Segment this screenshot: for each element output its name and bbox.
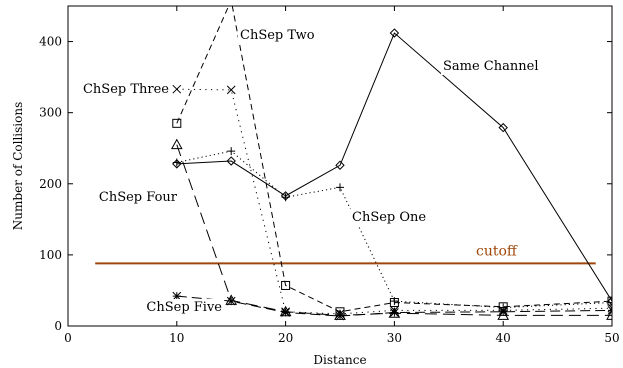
data-point-chsep-four (170, 138, 183, 150)
series-line-same-channel (176, 32, 612, 302)
y-tick-label: 300 (39, 106, 62, 120)
data-point-chsep-one (281, 193, 290, 202)
data-point-chsep-three (226, 85, 236, 95)
series-label-chsep-one: ChSep One (352, 210, 426, 225)
data-point-chsep-five (226, 296, 236, 306)
data-point-chsep-three (172, 84, 182, 94)
labels-layer: Same Channel ChSep One ChSep Two ChSep Thre… (80, 27, 541, 316)
series-label-chsep-five: ChSep Five (146, 300, 222, 315)
series-label-bg-same-channel (441, 58, 541, 75)
data-point-chsep-one (227, 147, 236, 156)
series-chsep-four (170, 138, 612, 320)
y-tick-label: 400 (39, 35, 62, 49)
series-line-chsep-three (176, 88, 612, 315)
series-layer (170, 0, 612, 321)
y-tick-label: 100 (39, 248, 62, 262)
data-point-same-channel (607, 296, 612, 306)
data-point-chsep-two (227, 0, 235, 4)
data-point-chsep-five (498, 307, 508, 317)
data-point-chsep-five (390, 308, 399, 317)
series-chsep-one (172, 147, 612, 312)
data-point-same-channel (389, 28, 400, 38)
x-tick-label: 0 (64, 331, 72, 345)
series-label-chsep-four: ChSep Four (99, 190, 178, 205)
data-point-chsep-one (172, 158, 181, 167)
series-label-chsep-three: ChSep Three (83, 82, 169, 97)
x-tick-label: 20 (278, 331, 293, 345)
data-point-chsep-five (172, 291, 182, 301)
axes: 0 10 20 30 40 50 0 100 200 300 400 Distance Number o… (11, 5, 620, 367)
y-tick-label: 200 (39, 177, 62, 191)
data-point-chsep-five (607, 306, 612, 315)
data-point-same-channel (498, 122, 508, 133)
data-point-chsep-two (389, 298, 399, 308)
series-label-bg-chsep-two (238, 27, 317, 44)
x-tick-label: 10 (169, 331, 184, 345)
y-axis-label: Number of Collisions (11, 102, 25, 230)
x-tick-label: 30 (387, 331, 402, 345)
data-point-chsep-five (335, 311, 345, 321)
x-axis-label: Distance (313, 353, 366, 367)
data-point-chsep-two (607, 296, 612, 306)
series-label-bg-chsep-three (80, 81, 172, 98)
series-chsep-two (172, 0, 612, 317)
series-line-chsep-four (176, 144, 612, 316)
series-line-chsep-one (176, 150, 612, 309)
series-label-bg-chsep-one (350, 209, 429, 226)
data-point-same-channel (226, 156, 236, 166)
series-label-bg-chsep-four (96, 189, 180, 206)
series-label-bg-chsep-five (144, 299, 225, 316)
series-clip-group (170, 0, 612, 321)
data-point-chsep-one (608, 298, 612, 307)
series-label-same-channel: Same Channel (443, 59, 538, 74)
data-point-chsep-four (606, 309, 612, 320)
cutoff-layer: cutoff (95, 243, 596, 265)
data-point-chsep-five (281, 308, 290, 317)
data-point-chsep-two (172, 118, 182, 128)
data-point-chsep-two (281, 280, 291, 290)
data-point-same-channel (335, 160, 345, 170)
y-tick-label: 0 (54, 319, 62, 333)
x-tick-label: 40 (496, 331, 511, 345)
plot-frame (67, 5, 613, 327)
data-point-chsep-three (607, 303, 612, 313)
x-tick-label: 50 (604, 331, 619, 345)
cutoff-label: cutoff (476, 243, 518, 259)
series-chsep-five (172, 291, 612, 321)
data-point-chsep-one (336, 183, 344, 192)
series-label-chsep-two: ChSep Two (240, 28, 315, 43)
series-line-chsep-two (176, 6, 612, 313)
